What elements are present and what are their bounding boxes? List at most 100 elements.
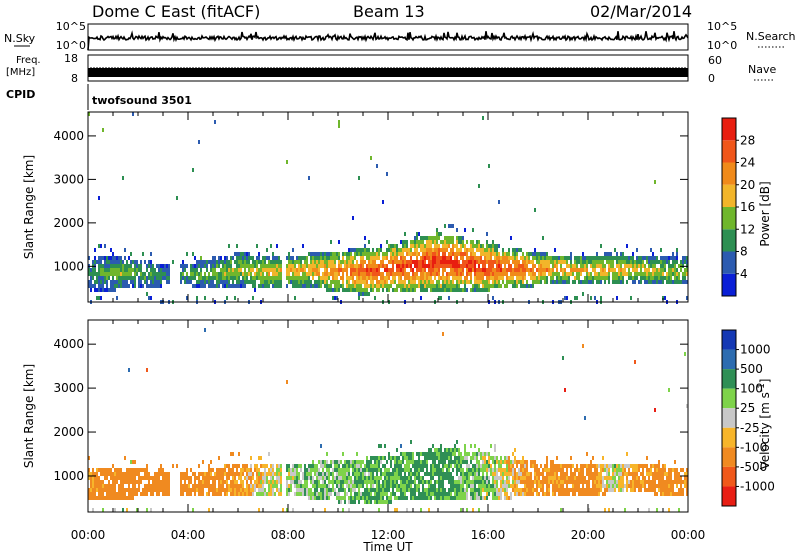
data-cell (614, 280, 616, 284)
data-cell (496, 268, 498, 272)
data-cell (334, 260, 336, 264)
data-cell (378, 484, 380, 488)
data-cell (438, 476, 440, 480)
data-cell (514, 268, 516, 272)
data-cell (306, 276, 308, 280)
data-cell (496, 472, 498, 476)
data-cell (208, 280, 210, 284)
data-cell (364, 248, 366, 252)
data-cell (660, 476, 662, 480)
data-cell (612, 472, 614, 476)
data-cell (344, 496, 346, 500)
data-cell (376, 256, 378, 260)
data-cell (236, 284, 238, 288)
data-cell (460, 472, 462, 476)
data-cell (188, 280, 190, 284)
data-cell (402, 492, 404, 496)
data-cell (404, 476, 406, 480)
data-cell (430, 456, 432, 460)
data-cell (604, 468, 606, 472)
data-cell (464, 444, 466, 448)
data-cell (450, 264, 452, 268)
data-cell (274, 272, 276, 276)
data-cell (160, 480, 162, 484)
data-cell (402, 484, 404, 488)
data-cell (116, 284, 118, 288)
data-cell (248, 268, 250, 272)
data-cell (552, 272, 554, 276)
data-cell (512, 248, 514, 252)
data-cell (158, 276, 160, 280)
data-cell (368, 496, 370, 500)
data-cell (348, 472, 350, 476)
data-cell (474, 252, 476, 256)
data-cell (676, 280, 678, 284)
data-cell (446, 492, 448, 496)
data-cell (92, 496, 94, 500)
data-cell (622, 252, 624, 256)
data-cell (360, 252, 362, 256)
data-cell (478, 472, 480, 476)
data-cell (106, 268, 108, 272)
data-cell (566, 480, 568, 484)
data-cell (444, 472, 446, 476)
data-cell (440, 256, 442, 260)
data-cell (646, 256, 648, 260)
data-cell (650, 488, 652, 492)
data-cell (258, 468, 260, 472)
data-cell (452, 284, 454, 288)
data-cell (640, 268, 642, 272)
data-cell (406, 240, 408, 244)
data-cell (356, 496, 358, 500)
data-cell (258, 472, 260, 476)
data-cell (112, 264, 114, 268)
data-cell (392, 244, 394, 248)
data-cell (132, 476, 134, 480)
data-cell (94, 272, 96, 276)
data-cell (164, 276, 166, 280)
data-cell (198, 476, 200, 480)
data-cell (294, 472, 296, 476)
data-cell (474, 272, 476, 276)
data-cell (308, 268, 310, 272)
data-cell (106, 484, 108, 488)
data-cell (342, 508, 344, 512)
data-cell (330, 288, 332, 292)
data-cell (630, 276, 632, 280)
data-cell (636, 276, 638, 280)
data-cell (450, 252, 452, 256)
data-cell (360, 468, 362, 472)
data-cell (194, 492, 196, 496)
data-cell (650, 464, 652, 468)
data-cell (596, 256, 598, 260)
data-cell (426, 248, 428, 252)
data-cell (336, 472, 338, 476)
data-cell (406, 468, 408, 472)
data-cell (98, 476, 100, 480)
data-cell (502, 472, 504, 476)
data-cell (430, 448, 432, 452)
data-cell (530, 260, 532, 264)
data-cell (602, 276, 604, 280)
data-cell (206, 492, 208, 496)
data-cell (532, 460, 534, 464)
data-cell (656, 260, 658, 264)
data-cell (92, 480, 94, 484)
data-cell (574, 280, 576, 284)
data-cell (356, 472, 358, 476)
data-cell (456, 276, 458, 280)
data-cell (366, 268, 368, 272)
data-cell (370, 256, 372, 260)
data-cell (216, 276, 218, 280)
data-cell (386, 280, 388, 284)
data-cell (656, 472, 658, 476)
data-cell (640, 256, 642, 260)
data-cell (210, 268, 212, 272)
data-cell (644, 480, 646, 484)
data-cell (224, 260, 226, 264)
data-cell (652, 276, 654, 280)
data-cell (118, 260, 120, 264)
data-cell (304, 276, 306, 280)
data-cell (412, 268, 414, 272)
data-cell (280, 488, 282, 492)
